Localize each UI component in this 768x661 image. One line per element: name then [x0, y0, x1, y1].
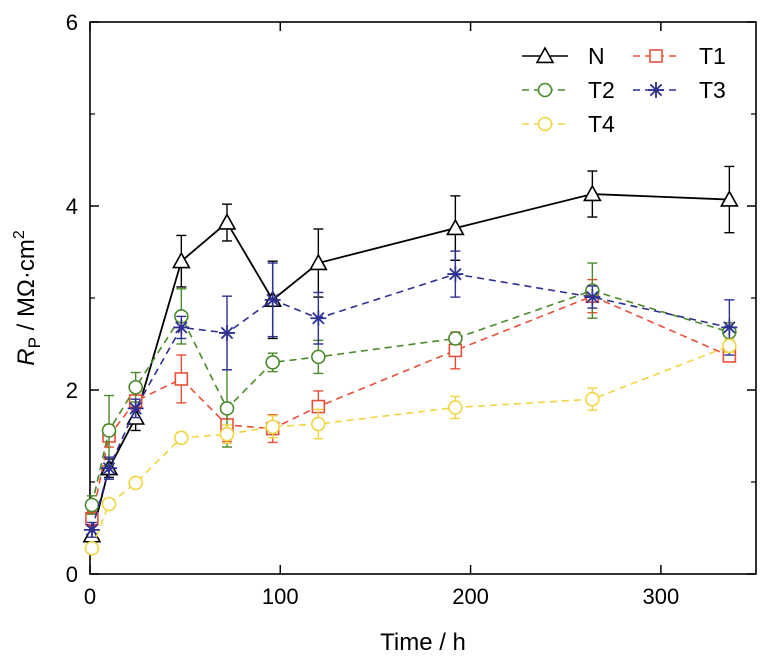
data-point [265, 355, 280, 370]
data-point [448, 331, 463, 346]
data-point [447, 266, 464, 283]
x-axis-title: Time / h [380, 629, 466, 656]
data-point [445, 218, 465, 236]
y-axis-title: RP / MΩ·cm2 [11, 230, 44, 366]
series-T4 [84, 338, 737, 556]
data-point [310, 310, 327, 327]
data-point [582, 184, 602, 202]
data-point [308, 253, 328, 271]
series-T3 [83, 250, 738, 538]
data-point [171, 251, 191, 269]
data-point [311, 416, 326, 432]
data-point [219, 324, 236, 341]
data-point [84, 497, 100, 513]
y-tick-label: 2 [66, 378, 78, 403]
data-point [173, 319, 190, 336]
data-point [127, 400, 144, 417]
data-point [722, 338, 737, 354]
legend-label: T4 [588, 111, 615, 137]
data-point [264, 291, 281, 308]
series-line-T4 [91, 345, 730, 549]
y-tick-label: 0 [66, 562, 78, 587]
data-point [128, 475, 143, 491]
legend-marker [537, 116, 553, 132]
y-tick-label: 6 [66, 10, 78, 35]
legend: N T1 T2 T3 T4 [522, 43, 726, 137]
data-point [448, 400, 463, 415]
x-tick-label: 0 [84, 584, 96, 609]
y-tick-label: 4 [66, 194, 78, 219]
data-point [311, 349, 326, 365]
plot-frame [89, 21, 757, 575]
y-axis-title-symbol: R [13, 348, 40, 365]
data-point [265, 419, 280, 435]
data-point [720, 189, 739, 207]
axis-ticks: 0 100 200 300 0 2 4 6 [66, 10, 756, 609]
legend-marker [649, 49, 663, 63]
data-point [219, 426, 235, 442]
y-axis-title-superscript: 2 [11, 230, 28, 239]
legend-item-T4: T4 [522, 111, 615, 137]
data-point [585, 391, 600, 407]
legend-marker [537, 82, 553, 98]
data-point [101, 423, 117, 438]
data-point [83, 521, 100, 538]
series-line-T1 [91, 295, 730, 519]
series-T2 [84, 262, 737, 515]
data-point [448, 343, 463, 358]
legend-marker [648, 82, 664, 98]
x-tick-label: 300 [642, 584, 679, 609]
data-point [584, 289, 601, 306]
data-point [84, 540, 100, 556]
legend-item-T2: T2 [522, 77, 615, 103]
data-point [219, 401, 235, 416]
legend-label: T2 [588, 77, 615, 103]
data-point [217, 212, 237, 230]
legend-label: T1 [699, 43, 726, 69]
series-line-T2 [91, 289, 730, 506]
data-point [174, 372, 189, 386]
y-axis-title-unit: / MΩ·cm [13, 239, 40, 337]
legend-marker [535, 46, 555, 64]
legend-item-N: N [522, 43, 605, 69]
x-tick-label: 200 [452, 584, 489, 609]
legend-item-T1: T1 [633, 43, 726, 69]
series-layer [82, 165, 739, 556]
data-point [101, 496, 117, 512]
legend-item-T3: T3 [633, 77, 726, 103]
x-tick-label: 100 [262, 584, 299, 609]
y-axis-title-subscript: P [25, 337, 44, 348]
series-line-T3 [91, 273, 730, 531]
data-point [101, 460, 118, 477]
data-point [128, 379, 143, 395]
legend-label: N [588, 43, 605, 69]
legend-label: T3 [699, 77, 726, 103]
data-point [174, 430, 189, 446]
series-line-N [91, 193, 730, 536]
data-point [721, 319, 738, 336]
